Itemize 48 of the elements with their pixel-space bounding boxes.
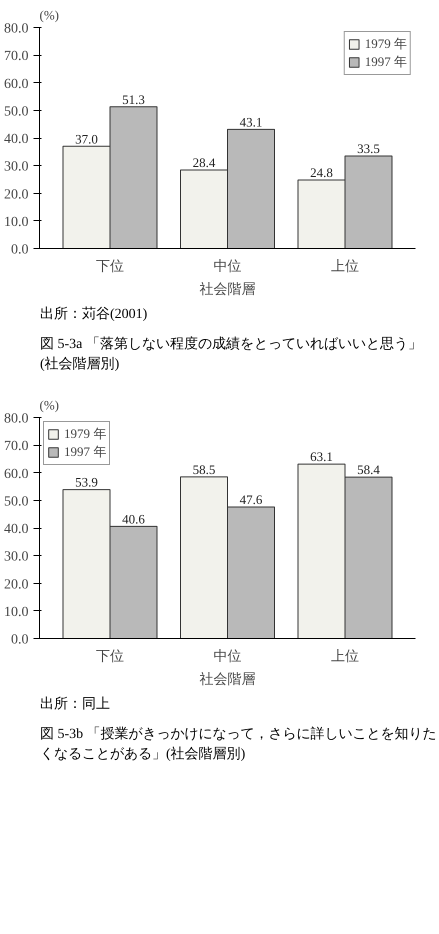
data-label: 47.6 [240, 492, 263, 508]
data-label: 63.1 [310, 449, 333, 464]
y-tick-label: 20.0 [4, 577, 28, 592]
y-axis-title: (%) [40, 398, 59, 412]
y-tick-label: 30.0 [4, 160, 28, 175]
data-label: 33.5 [357, 140, 380, 156]
x-tick-label: 上位 [331, 648, 359, 664]
y-tick-label: 60.0 [4, 76, 28, 92]
legend-label: 1997 年 [364, 53, 407, 71]
data-label: 58.4 [357, 462, 380, 478]
data-label: 51.3 [122, 92, 145, 107]
x-tick-label: 中位 [214, 258, 242, 274]
x-tick-label: 下位 [96, 648, 124, 664]
legend-label: 1979 年 [364, 35, 407, 53]
y-tick-label: 10.0 [4, 214, 28, 230]
y-axis-title: (%) [40, 8, 59, 22]
y-tick-label: 70.0 [4, 439, 28, 454]
caption: 図 5-3b 「授業がきっかけになって，さらに詳しいことを知りたくなることがある」(社会階層別) [40, 726, 438, 764]
data-label: 28.4 [192, 155, 216, 170]
x-axis-title: 社会階層 [200, 282, 256, 298]
x-tick-label: 下位 [96, 258, 124, 274]
y-tick-label: 40.0 [4, 132, 28, 147]
data-label: 37.0 [75, 131, 98, 146]
y-tick-label: 70.0 [4, 49, 28, 64]
y-tick-label: 80.0 [4, 22, 28, 36]
y-tick-label: 60.0 [4, 466, 28, 482]
legend-label: 1979 年 [64, 425, 106, 443]
data-label: 40.6 [122, 511, 146, 526]
y-tick-label: 30.0 [4, 550, 28, 565]
data-label: 43.1 [240, 114, 262, 130]
legend-label: 1997 年 [64, 443, 106, 461]
text: 出所：同上 [40, 696, 110, 714]
data-label: 24.8 [310, 164, 333, 180]
y-tick-label: 0.0 [11, 242, 28, 258]
y-tick-label: 20.0 [4, 187, 28, 202]
x-tick-label: 上位 [331, 258, 359, 274]
text: 出所：苅谷(2001) [40, 306, 148, 324]
data-label: 53.9 [75, 474, 98, 490]
y-tick-label: 50.0 [4, 494, 28, 510]
y-tick-label: 80.0 [4, 412, 28, 426]
x-tick-label: 中位 [214, 648, 242, 664]
y-tick-label: 10.0 [4, 604, 28, 620]
x-axis-title: 社会階層 [200, 672, 256, 688]
caption: 図 5-3a 「落第しない程度の成績をとっていればいいと思う」(社会階層別) [40, 335, 423, 374]
y-tick-label: 40.0 [4, 522, 28, 537]
y-tick-label: 0.0 [11, 632, 28, 648]
data-label: 58.5 [192, 462, 216, 477]
y-tick-label: 50.0 [4, 104, 28, 120]
